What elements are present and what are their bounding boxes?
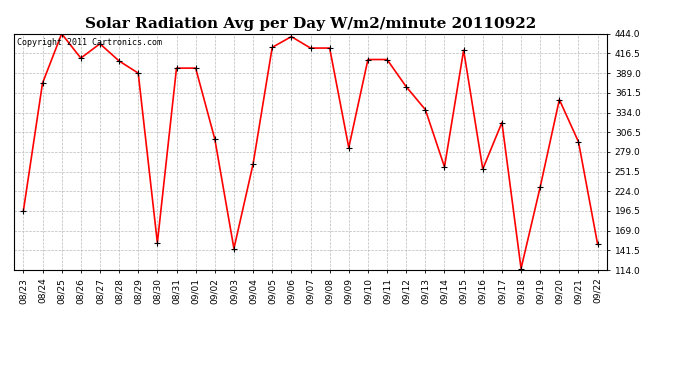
Title: Solar Radiation Avg per Day W/m2/minute 20110922: Solar Radiation Avg per Day W/m2/minute … [85,17,536,31]
Text: Copyright 2011 Cartronics.com: Copyright 2011 Cartronics.com [17,39,161,48]
